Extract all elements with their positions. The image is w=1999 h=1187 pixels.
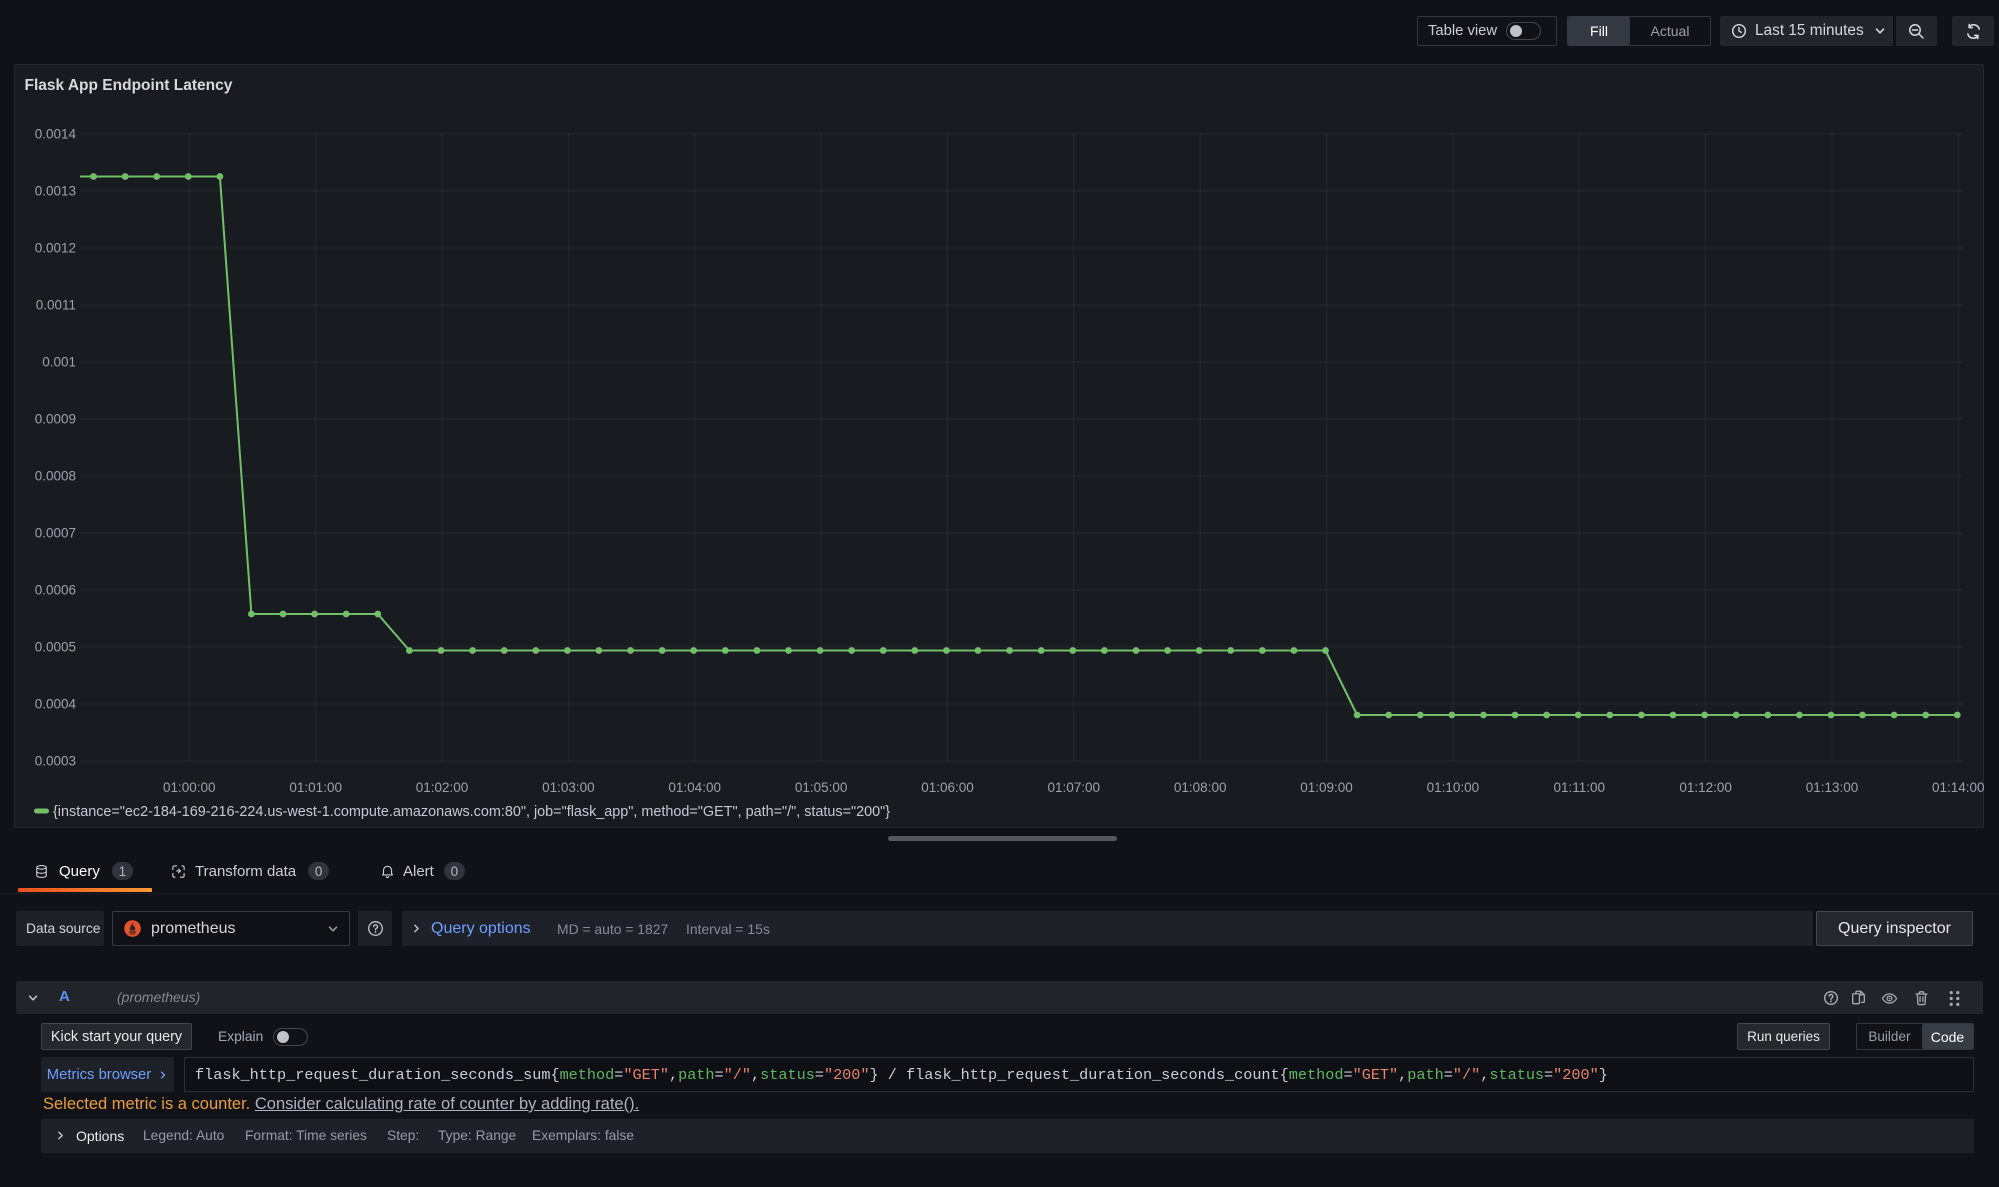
svg-text:01:06:00: 01:06:00 — [921, 780, 974, 795]
svg-text:0.0007: 0.0007 — [35, 526, 76, 541]
svg-text:01:05:00: 01:05:00 — [795, 780, 848, 795]
svg-text:01:10:00: 01:10:00 — [1427, 780, 1480, 795]
svg-text:0.0009: 0.0009 — [35, 412, 76, 427]
svg-text:01:12:00: 01:12:00 — [1679, 780, 1732, 795]
svg-text:0.0014: 0.0014 — [35, 127, 77, 142]
svg-text:0.001: 0.001 — [42, 355, 76, 370]
svg-text:01:00:00: 01:00:00 — [163, 780, 216, 795]
svg-text:01:09:00: 01:09:00 — [1300, 780, 1353, 795]
svg-text:01:08:00: 01:08:00 — [1174, 780, 1227, 795]
svg-text:01:07:00: 01:07:00 — [1048, 780, 1101, 795]
svg-text:01:04:00: 01:04:00 — [668, 780, 721, 795]
svg-text:0.0003: 0.0003 — [35, 754, 76, 769]
svg-text:01:02:00: 01:02:00 — [416, 780, 469, 795]
svg-text:0.0013: 0.0013 — [35, 184, 76, 199]
svg-text:0.0006: 0.0006 — [35, 583, 76, 598]
svg-text:0.0004: 0.0004 — [35, 697, 77, 712]
svg-text:01:03:00: 01:03:00 — [542, 780, 595, 795]
svg-text:01:13:00: 01:13:00 — [1806, 780, 1859, 795]
svg-text:{instance="ec2-184-169-216-224: {instance="ec2-184-169-216-224.us-west-1… — [53, 804, 890, 820]
svg-text:0.0005: 0.0005 — [35, 640, 76, 655]
svg-text:0.0008: 0.0008 — [35, 469, 76, 484]
svg-text:0.0012: 0.0012 — [35, 241, 76, 256]
svg-text:01:01:00: 01:01:00 — [289, 780, 342, 795]
svg-text:0.0011: 0.0011 — [36, 298, 76, 313]
svg-text:01:14:00: 01:14:00 — [1932, 780, 1985, 795]
svg-text:01:11:00: 01:11:00 — [1554, 780, 1606, 795]
